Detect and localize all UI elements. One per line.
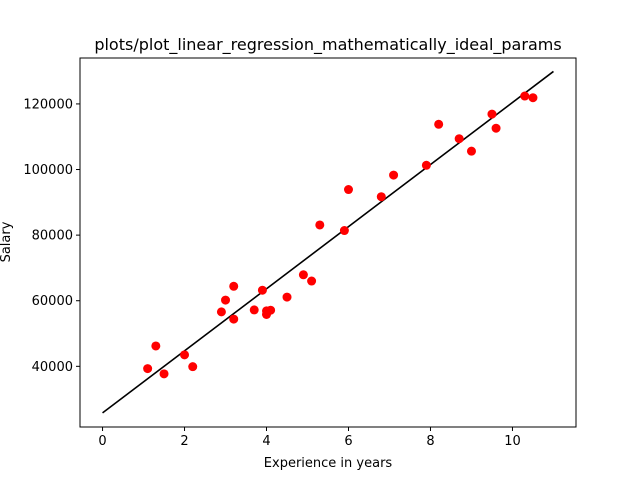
scatter-point [466, 146, 476, 156]
scatter-point [528, 93, 538, 103]
scatter-point [421, 160, 431, 170]
scatter-point [159, 369, 169, 379]
x-tick-label: 4 [262, 434, 270, 449]
scatter-point [151, 341, 161, 351]
x-axis-label: Experience in years [264, 456, 393, 471]
scatter-point [487, 109, 497, 119]
scatter-point [229, 314, 239, 324]
scatter-point [257, 285, 267, 295]
x-tick-label: 8 [426, 434, 434, 449]
x-axis-ticks: 0 2 4 6 8 10 [98, 427, 521, 449]
scatter-point [454, 134, 464, 144]
scatter-point [188, 362, 198, 372]
plot-area [102, 70, 554, 414]
y-tick-label: 80000 [32, 229, 73, 244]
x-tick-label: 10 [504, 434, 521, 449]
scatter-point [343, 185, 353, 195]
y-axis-ticks: 40000 60000 80000 100000 120000 [23, 97, 80, 375]
scatter-point [229, 281, 239, 291]
scatter-point [266, 305, 276, 315]
x-tick-label: 2 [180, 434, 188, 449]
x-tick-label: 6 [344, 434, 352, 449]
scatter-point [221, 295, 231, 305]
y-tick-label: 60000 [32, 294, 73, 309]
scatter-point [143, 364, 153, 374]
scatter-point [520, 91, 530, 101]
scatter-point [315, 220, 325, 230]
scatter-point [434, 119, 444, 129]
y-tick-label: 40000 [32, 360, 73, 375]
scatter-point [307, 276, 317, 286]
x-tick-label: 0 [98, 434, 106, 449]
scatter-point [376, 192, 386, 202]
chart-title: plots/plot_linear_regression_mathematica… [94, 35, 561, 55]
scatter-point [389, 170, 399, 180]
axes-frame [79, 57, 577, 428]
scatter-point [339, 226, 349, 236]
y-tick-label: 100000 [23, 163, 73, 178]
scatter-point [282, 292, 292, 302]
regression-line [102, 70, 554, 414]
y-axis-label: Salary [0, 221, 14, 262]
scatter-point [180, 350, 190, 360]
scatter-point [491, 123, 501, 133]
scatter-point [216, 307, 226, 317]
y-tick-label: 120000 [23, 97, 73, 112]
scatter-point [298, 270, 308, 280]
scatter-point [249, 305, 259, 315]
